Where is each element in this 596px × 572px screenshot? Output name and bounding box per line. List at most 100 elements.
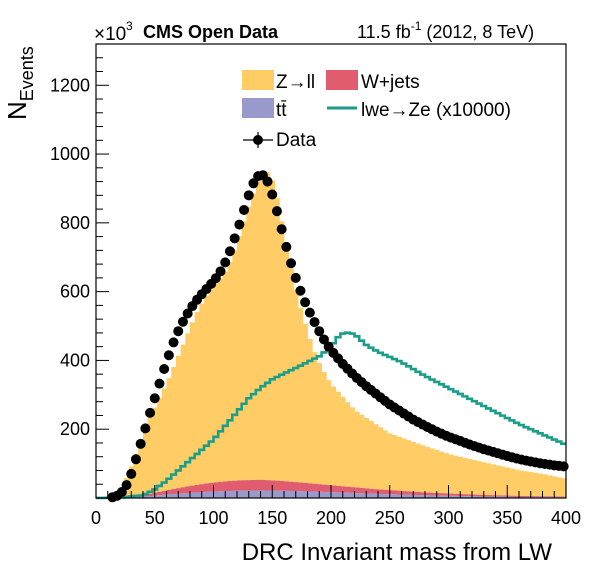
y-axis-title-main: N bbox=[2, 101, 32, 120]
zll-bin bbox=[551, 476, 557, 497]
zll-bin bbox=[500, 466, 506, 496]
wjets-bin bbox=[260, 479, 266, 491]
legend-swatch-ttbar bbox=[242, 98, 274, 118]
wjets-bin bbox=[340, 486, 346, 493]
wjets-bin bbox=[547, 496, 553, 498]
wjets-bin bbox=[284, 481, 290, 491]
ttbar-bin bbox=[227, 490, 233, 498]
wjets-bin bbox=[288, 481, 294, 491]
ttbar-bin bbox=[274, 490, 280, 498]
x-tick-label: 300 bbox=[433, 508, 463, 528]
zll-bin bbox=[462, 457, 468, 495]
zll-bin bbox=[316, 363, 322, 485]
wjets-bin bbox=[237, 480, 243, 491]
ttbar-bin bbox=[204, 491, 210, 498]
ttbar-bin bbox=[368, 493, 374, 498]
wjets-bin bbox=[537, 496, 543, 498]
zll-bin bbox=[345, 402, 351, 487]
ttbar-bin bbox=[307, 491, 313, 498]
y-tick-label: 600 bbox=[60, 282, 90, 302]
data-point-marker bbox=[173, 326, 184, 337]
zll-bin bbox=[128, 466, 134, 497]
data-point bbox=[314, 326, 325, 337]
wjets-bin bbox=[166, 489, 172, 495]
ttbar-bin bbox=[194, 492, 200, 498]
wjets-bin bbox=[143, 494, 149, 497]
wjets-bin bbox=[180, 487, 186, 494]
wjets-bin bbox=[241, 480, 247, 491]
zll-bin bbox=[472, 460, 478, 495]
legend-swatch-wjets bbox=[326, 70, 358, 90]
zll-bin bbox=[232, 250, 238, 481]
ttbar-bin bbox=[429, 495, 435, 498]
lumi-rest: (2012, 8 TeV) bbox=[421, 22, 534, 42]
wjets-bin bbox=[392, 490, 398, 495]
ttbar-bin bbox=[500, 496, 506, 498]
data-point-marker bbox=[126, 468, 137, 479]
ttbar-bin bbox=[185, 493, 191, 498]
ttbar-bin bbox=[147, 496, 153, 498]
wjets-bin bbox=[462, 494, 468, 497]
wjets-bin bbox=[523, 496, 529, 498]
data-point bbox=[276, 224, 287, 235]
legend-marker-data bbox=[253, 135, 263, 145]
legend-label-ttbar: tt̄ bbox=[276, 100, 287, 121]
zll-bin bbox=[537, 473, 543, 497]
data-point bbox=[286, 258, 297, 269]
wjets-bin bbox=[194, 484, 200, 493]
wjets-bin bbox=[490, 495, 496, 497]
data-point-marker bbox=[149, 393, 160, 404]
data-point bbox=[262, 176, 273, 187]
y-tick-label: 800 bbox=[60, 213, 90, 233]
data-point bbox=[558, 461, 569, 472]
data-point-marker bbox=[145, 407, 156, 418]
ttbar-bin bbox=[443, 495, 449, 498]
x-tick-label: 100 bbox=[198, 508, 228, 528]
ttbar-bin bbox=[218, 491, 224, 498]
data-point bbox=[215, 266, 226, 277]
stacked-histograms bbox=[110, 172, 567, 498]
data-point bbox=[224, 246, 235, 257]
zll-bin bbox=[147, 417, 153, 494]
ttbar-bin bbox=[326, 492, 332, 498]
wjets-bin bbox=[476, 494, 482, 497]
wjets-bin bbox=[439, 493, 445, 496]
ttbar-bin bbox=[255, 490, 261, 498]
ttbar-bin bbox=[335, 492, 341, 498]
zll-bin bbox=[415, 443, 421, 493]
data-point bbox=[145, 407, 156, 418]
zll-bin bbox=[260, 172, 266, 480]
data-point bbox=[300, 297, 311, 308]
wjets-bin bbox=[443, 493, 449, 496]
zll-bin bbox=[420, 445, 426, 493]
data-point-marker bbox=[154, 378, 165, 389]
data-point-marker bbox=[286, 258, 297, 269]
wjets-bin bbox=[453, 493, 459, 496]
ttbar-bin bbox=[486, 496, 492, 498]
data-point bbox=[229, 233, 240, 244]
zll-bin bbox=[486, 463, 492, 496]
zll-bin bbox=[481, 462, 487, 495]
data-point bbox=[220, 257, 231, 268]
zll-bin bbox=[269, 180, 275, 481]
zll-bin bbox=[354, 411, 360, 488]
wjets-bin bbox=[533, 496, 539, 498]
data-point-marker bbox=[248, 178, 259, 189]
zll-bin bbox=[298, 308, 304, 483]
wjets-bin bbox=[279, 481, 285, 491]
zll-bin bbox=[175, 355, 181, 489]
wjets-bin bbox=[218, 481, 224, 492]
zll-bin bbox=[425, 446, 431, 493]
ttbar-bin bbox=[467, 496, 473, 498]
zll-bin bbox=[340, 396, 346, 487]
ttbar-bin bbox=[232, 490, 238, 498]
zll-bin bbox=[335, 391, 341, 486]
zll-bin bbox=[161, 388, 167, 491]
zll-bin bbox=[396, 436, 402, 491]
data-point bbox=[290, 272, 301, 283]
data-point-marker bbox=[177, 316, 188, 327]
ttbar-bin bbox=[462, 496, 468, 498]
wjets-bin bbox=[204, 483, 210, 492]
wjets-bin bbox=[222, 481, 228, 492]
zll-bin bbox=[382, 430, 388, 490]
